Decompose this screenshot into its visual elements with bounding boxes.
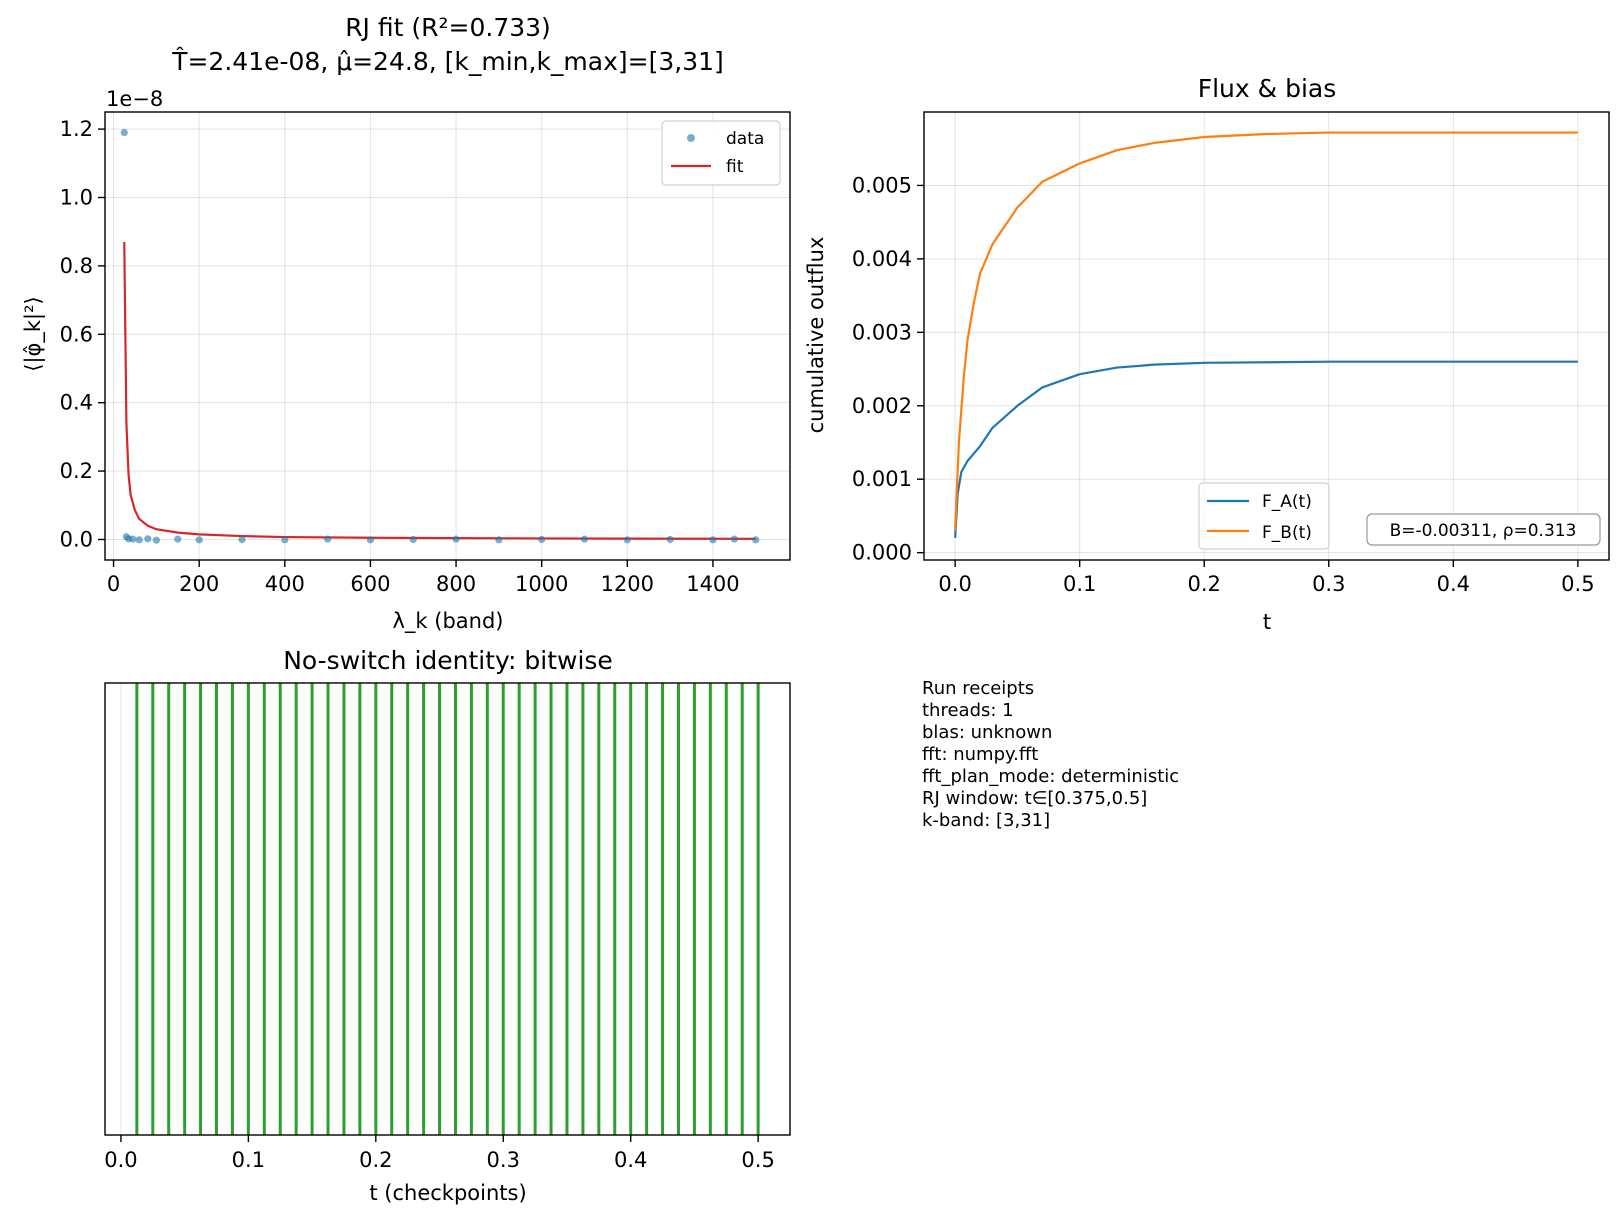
rj-fit-data-point (623, 536, 631, 544)
rj-fit-subtitle: T̂=2.41e-08, μ̂=24.8, [k_min,k_max]=[3,3… (171, 47, 724, 76)
flux-ytick-label: 0.005 (852, 173, 912, 197)
flux-ytick-label: 0.001 (852, 467, 912, 491)
rj-fit-data-point (135, 536, 143, 544)
receipt-rj-window: RJ window: t∈[0.375,0.5] (922, 788, 1148, 809)
run-receipts: Run receipts threads: 1 blas: unknown ff… (922, 678, 1179, 832)
rj-fit-data-point (495, 536, 503, 544)
rj-fit-ylabel: ⟨|φ̂_k|²⟩ (21, 296, 46, 371)
rj-fit-data-point (752, 536, 760, 544)
rj-fit-data-point (281, 536, 289, 544)
rj-fit-data-point (144, 535, 152, 543)
flux-ytick-label: 0.002 (852, 394, 912, 418)
legend-fit-label: fit (726, 157, 744, 177)
rj-fit-xtick-label: 400 (265, 572, 305, 596)
rj-fit-data-point (409, 535, 417, 544)
rj-fit-data-point (174, 535, 182, 543)
flux-axes-frame (923, 111, 1610, 561)
receipt-k-band: k-band: [3,31] (922, 810, 1051, 831)
receipt-fft: fft: numpy.fft (922, 744, 1039, 765)
rj-fit-data-point (538, 535, 546, 544)
flux-xtick-label: 0.1 (1063, 572, 1096, 596)
no-switch-xtick-label: 0.3 (487, 1148, 520, 1172)
no-switch-panel: No-switch identity: bitwise t (checkpoin… (104, 646, 791, 1205)
no-switch-xtick-label: 0.4 (614, 1148, 647, 1172)
rj-fit-data-point (452, 535, 460, 543)
flux-legend: F_A(t) F_B(t) (1198, 482, 1330, 550)
flux-ytick-label: 0.003 (852, 320, 912, 344)
rj-fit-data-point (366, 536, 375, 544)
rj-fit-xtick-label: 0 (107, 572, 120, 596)
rj-fit-data-point (324, 535, 332, 543)
flux-fb-line (954, 131, 1578, 531)
rj-fit-data-point (120, 128, 128, 137)
receipts-heading: Run receipts (922, 678, 1035, 699)
rj-fit-data-point (129, 535, 137, 543)
rj-fit-data-point (709, 536, 717, 544)
flux-xtick-label: 0.5 (1561, 572, 1594, 596)
receipt-fft-plan-mode: fft_plan_mode: deterministic (922, 766, 1180, 787)
rj-fit-ytick-label: 1.0 (60, 185, 93, 209)
rj-fit-title: RJ fit (R²=0.733) (345, 13, 551, 42)
rj-fit-data-point (580, 535, 589, 543)
flux-ytick-label: 0.000 (852, 541, 912, 565)
rj-fit-ytick-label: 0.0 (60, 527, 93, 551)
rj-fit-data-point (730, 535, 738, 543)
rj-fit-ytick-label: 1.2 (60, 117, 93, 141)
no-switch-title: No-switch identity: bitwise (283, 646, 613, 675)
no-switch-xlabel: t (checkpoints) (369, 1181, 526, 1205)
flux-xlabel: t (1263, 610, 1271, 634)
flux-xtick-label: 0.3 (1312, 572, 1345, 596)
no-switch-xtick-label: 0.1 (232, 1148, 265, 1172)
rj-fit-data-point (238, 535, 246, 544)
legend-fa-label: F_A(t) (1262, 492, 1312, 512)
no-switch-axes-frame (104, 682, 791, 1136)
rj-fit-data-point (666, 535, 674, 544)
bias-annotation: B=-0.00311, ρ=0.313 (1366, 513, 1601, 546)
rj-fit-axes-frame (104, 111, 791, 561)
rj-fit-ytick-label: 0.6 (60, 322, 93, 346)
rj-fit-xtick-label: 1000 (515, 572, 568, 596)
rj-fit-offset-text: 1e−8 (106, 87, 163, 111)
receipt-threads: threads: 1 (922, 700, 1014, 721)
receipt-blas: blas: unknown (922, 722, 1053, 743)
flux-ylabel: cumulative outflux (804, 237, 828, 434)
no-switch-xtick-label: 0.0 (104, 1148, 137, 1172)
flux-xtick-label: 0.2 (1188, 572, 1221, 596)
flux-ytick-label: 0.004 (852, 247, 912, 271)
rj-fit-panel: RJ fit (R²=0.733) T̂=2.41e-08, μ̂=24.8, … (21, 13, 791, 634)
bias-annotation-text: B=-0.00311, ρ=0.313 (1390, 521, 1577, 541)
rj-fit-line (123, 241, 756, 540)
no-switch-xtick-label: 0.2 (359, 1148, 392, 1172)
flux-fa-line (954, 360, 1578, 539)
flux-xtick-label: 0.4 (1437, 572, 1470, 596)
rj-fit-data-point (152, 536, 160, 544)
flux-title: Flux & bias (1198, 74, 1337, 103)
rj-fit-ytick-label: 0.2 (60, 459, 93, 483)
flux-bias-panel: Flux & bias t cumulative outflux 0.0 0.1 0… (804, 74, 1610, 634)
rj-fit-ytick-label: 0.4 (60, 391, 93, 415)
rj-fit-xtick-label: 800 (436, 572, 476, 596)
legend-fb-label: F_B(t) (1262, 523, 1312, 543)
no-switch-xtick-label: 0.5 (741, 1148, 774, 1172)
rj-fit-data-point (195, 536, 203, 544)
rj-fit-xtick-label: 1400 (686, 572, 739, 596)
rj-fit-xtick-label: 1200 (601, 572, 654, 596)
rj-fit-xtick-label: 600 (350, 572, 390, 596)
legend-data-marker (687, 134, 695, 142)
flux-xtick-label: 0.0 (938, 572, 971, 596)
legend-data-label: data (726, 129, 764, 149)
rj-fit-ytick-label: 0.8 (60, 254, 93, 278)
rj-fit-legend: data fit (661, 120, 781, 186)
rj-fit-xtick-label: 200 (179, 572, 219, 596)
rj-fit-xlabel: λ_k (band) (393, 609, 504, 634)
